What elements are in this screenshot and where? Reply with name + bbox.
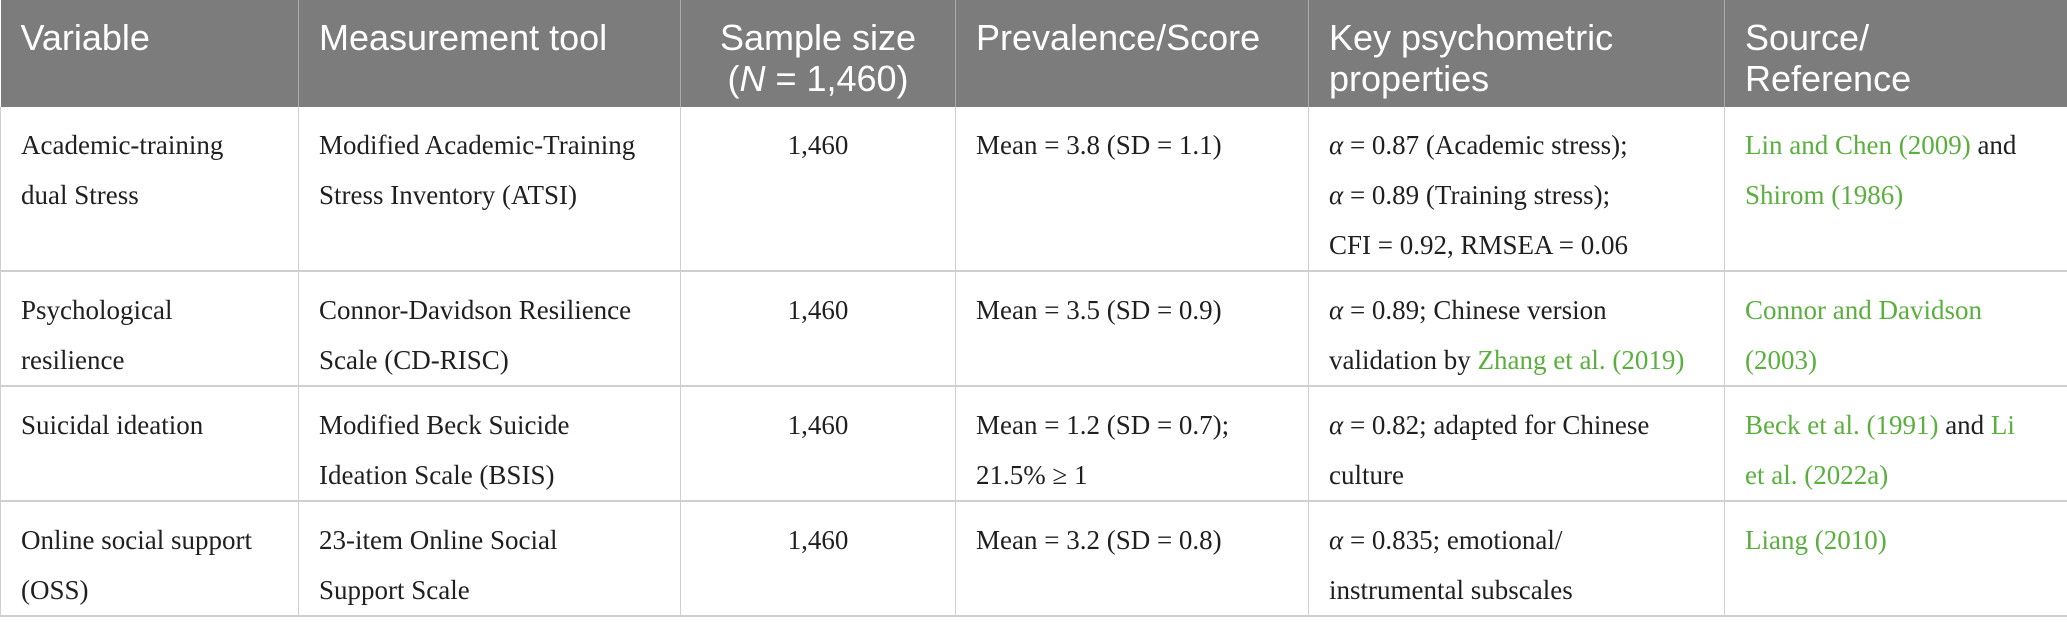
cell-source: Liang (2010)	[1724, 501, 2067, 617]
cell-source: Connor and Davidson (2003)	[1724, 271, 2067, 387]
reference-link[interactable]: Beck et al. (1991)	[1745, 410, 1939, 440]
header-measurement-tool: Measurement tool	[298, 0, 681, 107]
cell-psychometric: α = 0.87 (Academic stress); α = 0.89 (Tr…	[1308, 107, 1725, 272]
cell-psychometric: α = 0.89; Chinese version validation by …	[1308, 271, 1725, 387]
table-row: Online social support (OSS) 23-item Onlin…	[0, 501, 2067, 617]
header-row: Variable Measurement tool Sample size (N…	[0, 0, 2067, 107]
cell-sample-size: 1,460	[680, 271, 956, 387]
header-prevalence-score: Prevalence/Score	[955, 0, 1309, 107]
cell-tool: Connor-Davidson Resilience Scale (CD-RISC…	[298, 271, 681, 387]
header-source-reference: Source/Reference	[1724, 0, 2067, 107]
table-row: Suicidal ideation Modified Beck Suicide I…	[0, 386, 2067, 502]
cell-source: Lin and Chen (2009) and Shirom (1986)	[1724, 107, 2067, 272]
cell-source: Beck et al. (1991) and Li et al. (2022a)	[1724, 386, 2067, 502]
cell-variable: Psychological resilience	[0, 271, 299, 387]
cell-score: Mean = 3.5 (SD = 0.9)	[955, 271, 1309, 387]
table-row: Psychological resilience Connor-Davidson …	[0, 271, 2067, 387]
cell-tool: Modified Beck Suicide Ideation Scale (BSI…	[298, 386, 681, 502]
cell-psychometric: α = 0.82; adapted for Chinese culture	[1308, 386, 1725, 502]
header-sample-size: Sample size (N = 1,460)	[680, 0, 956, 107]
cell-score: Mean = 3.8 (SD = 1.1)	[955, 107, 1309, 272]
reference-link[interactable]: Zhang et al. (2019)	[1477, 345, 1685, 375]
cell-variable: Academic-training dual Stress	[0, 107, 299, 272]
header-variable: Variable	[0, 0, 299, 107]
cell-tool: Modified Academic-Training Stress Invento…	[298, 107, 681, 272]
psychometric-table: Variable Measurement tool Sample size (N…	[0, 0, 2067, 617]
reference-link[interactable]: Liang (2010)	[1745, 525, 1887, 555]
table-container: Variable Measurement tool Sample size (N…	[0, 0, 2067, 617]
cell-sample-size: 1,460	[680, 501, 956, 617]
reference-link[interactable]: (2003)	[1745, 345, 1817, 375]
cell-psychometric: α = 0.835; emotional/ instrumental subsc…	[1308, 501, 1725, 617]
reference-link[interactable]: Connor and Davidson	[1745, 295, 1982, 325]
cell-variable: Suicidal ideation	[0, 386, 299, 502]
cell-score: Mean = 1.2 (SD = 0.7); 21.5% ≥ 1	[955, 386, 1309, 502]
table-row: Academic-training dual Stress Modified Ac…	[0, 107, 2067, 272]
reference-link[interactable]: Li	[1990, 410, 2015, 440]
reference-link[interactable]: et al. (2022a)	[1745, 460, 1889, 490]
cell-sample-size: 1,460	[680, 107, 956, 272]
cell-sample-size: 1,460	[680, 386, 956, 502]
reference-link[interactable]: Lin and Chen (2009)	[1745, 130, 1971, 160]
header-psychometric-properties: Key psychometric properties	[1308, 0, 1725, 107]
cell-score: Mean = 3.2 (SD = 0.8)	[955, 501, 1309, 617]
cell-variable: Online social support (OSS)	[0, 501, 299, 617]
cell-tool: 23-item Online Social Support Scale	[298, 501, 681, 617]
reference-link[interactable]: Shirom (1986)	[1745, 180, 1904, 210]
